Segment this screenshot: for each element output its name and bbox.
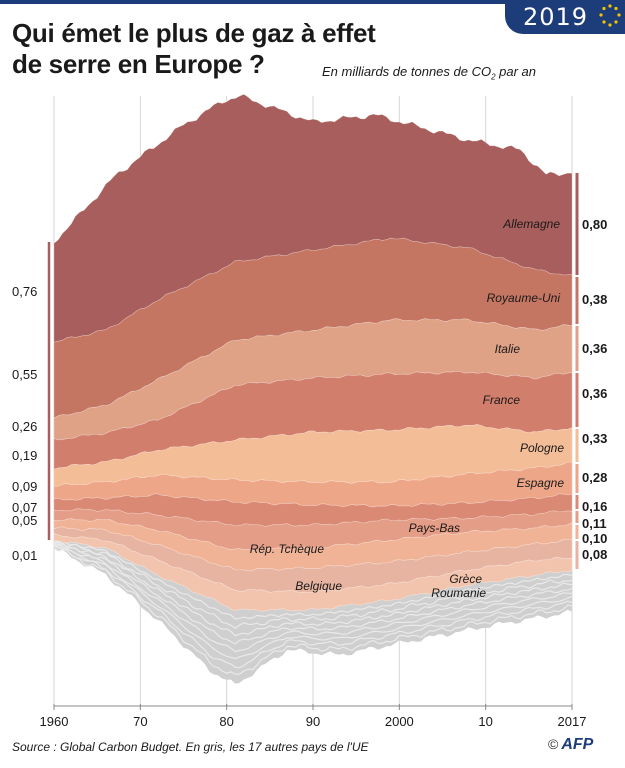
badge-year: 2019 — [523, 3, 589, 31]
series-label-r-p-tch-que: Rép. Tchèque — [250, 542, 325, 556]
start-value-label: 0,01 — [12, 548, 37, 563]
end-value-label: 0,28 — [582, 470, 607, 485]
start-value-label: 0,19 — [12, 448, 37, 463]
end-value-label: 0,33 — [582, 431, 607, 446]
eu-stars-icon — [599, 4, 621, 27]
end-value-label: 0,38 — [582, 292, 607, 307]
start-value-label: 0,05 — [12, 513, 37, 528]
series-label-allemagne: Allemagne — [502, 217, 560, 231]
start-value-label: 0,09 — [12, 479, 37, 494]
series-label-pays-bas: Pays-Bas — [409, 521, 460, 535]
series-label-italie: Italie — [495, 342, 521, 356]
series-label-gr-ce: Grèce — [449, 572, 482, 586]
other-country-line-8 — [53, 547, 573, 675]
title-line-1: Qui émet le plus de gaz à effet — [12, 18, 376, 48]
afp-logo: © AFP — [548, 736, 593, 754]
end-value-label: 0,10 — [582, 531, 607, 546]
series-label-belgique: Belgique — [295, 579, 342, 593]
end-value-label: 0,80 — [582, 217, 607, 232]
series-label-roumanie: Roumanie — [431, 586, 486, 600]
end-value-label: 0,11 — [582, 516, 607, 531]
x-tick-label: 2000 — [385, 714, 414, 729]
series-label-royaume-uni: Royaume-Uni — [487, 291, 561, 305]
x-tick-label: 70 — [133, 714, 147, 729]
subtitle-text-end: par an — [495, 64, 537, 79]
start-value-label: 0,76 — [12, 284, 37, 299]
other-country-line-4 — [53, 544, 573, 645]
start-value-label: 0,07 — [12, 500, 37, 515]
title-line-2: de serre en Europe ? — [12, 49, 265, 79]
x-tick-label: 80 — [219, 714, 233, 729]
copyright-symbol: © — [548, 736, 559, 752]
other-country-line-3 — [53, 541, 573, 637]
end-value-label: 0,08 — [582, 547, 607, 562]
start-value-label: 0,55 — [12, 367, 37, 382]
subtitle-text: En milliards de tonnes de CO — [322, 64, 492, 79]
other-country-line-1 — [53, 540, 573, 620]
afp-wordmark: AFP — [561, 736, 594, 753]
band-roumanie — [53, 532, 573, 612]
top-rule — [0, 0, 625, 4]
other-country-line-2 — [53, 543, 573, 629]
start-value-label: 0,26 — [12, 419, 37, 434]
x-tick-label: 10 — [478, 714, 492, 729]
series-label-espagne: Espagne — [517, 476, 565, 490]
other-country-line-6 — [53, 546, 573, 660]
end-value-label: 0,16 — [582, 499, 607, 514]
x-tick-label: 2017 — [558, 714, 587, 729]
series-label-pologne: Pologne — [520, 441, 564, 455]
chart-title: Qui émet le plus de gaz à effet de serre… — [12, 18, 376, 80]
band-other-eu-countries — [54, 540, 572, 684]
other-country-line-5 — [54, 543, 573, 653]
series-label-france: France — [483, 393, 521, 407]
x-tick-label: 90 — [306, 714, 320, 729]
subtitle-subscript: 2 — [491, 72, 496, 82]
x-tick-label: 1960 — [40, 714, 69, 729]
end-value-label: 0,36 — [582, 386, 607, 401]
other-country-line-7 — [53, 544, 573, 669]
source-note: Source : Global Carbon Budget. En gris, … — [12, 740, 369, 754]
chart-subtitle: En milliards de tonnes de CO2 par an — [322, 64, 536, 82]
end-value-label: 0,36 — [582, 341, 607, 356]
year-badge: 2019 — [505, 0, 625, 34]
